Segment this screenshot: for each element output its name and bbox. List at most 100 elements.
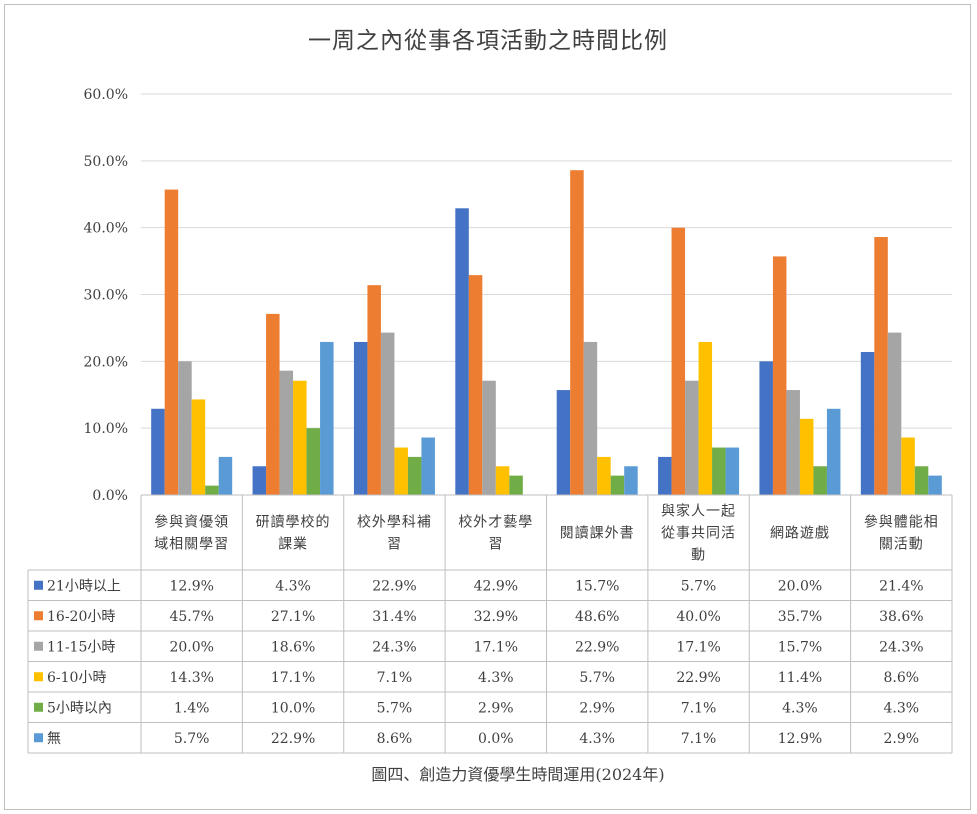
bar <box>658 456 672 495</box>
y-tick-label: 10.0% <box>84 421 128 437</box>
bar <box>759 361 773 495</box>
data-label: 8.6% <box>884 670 920 686</box>
data-label: 2.9% <box>478 700 514 716</box>
data-label: 24.3% <box>879 639 923 655</box>
data-label: 7.1% <box>377 670 413 686</box>
bar <box>610 475 625 495</box>
data-label: 2.9% <box>884 731 920 747</box>
x-category-label: 與家人一起 <box>661 503 736 520</box>
legend-label: 21小時以上 <box>47 578 121 594</box>
bar <box>556 390 571 495</box>
legend-swatch <box>34 672 43 682</box>
legend-label: 6-10小時 <box>47 670 106 686</box>
bar <box>164 189 179 496</box>
data-label: 1.4% <box>174 700 210 716</box>
legend-swatch <box>34 702 43 712</box>
bar <box>928 475 942 495</box>
x-category-label: 網路遊戲 <box>770 526 830 542</box>
x-category-label: 關活動 <box>879 537 924 553</box>
bar <box>570 170 584 495</box>
bar <box>468 275 483 495</box>
y-tick-label: 60.0% <box>84 87 128 103</box>
bar <box>685 380 699 495</box>
data-label: 7.1% <box>681 700 717 716</box>
bar <box>455 208 469 495</box>
legend-label: 16-20小時 <box>47 609 115 625</box>
bar <box>509 475 523 495</box>
legend-label: 5小時以內 <box>47 700 112 716</box>
data-label: 2.9% <box>579 700 615 716</box>
bar <box>306 428 321 495</box>
data-label: 12.9% <box>169 578 213 594</box>
bar <box>826 408 841 495</box>
legend-swatch <box>34 641 43 651</box>
data-label: 45.7% <box>169 609 213 625</box>
data-label: 27.1% <box>271 609 315 625</box>
data-label: 7.1% <box>681 731 717 747</box>
chart-title: 一周之內從事各項活動之時間比例 <box>308 28 668 54</box>
grid-layer: 0.0% 10.0% 20.0% 30.0% 40.0% 50.0% 60.0% <box>84 87 952 504</box>
bar <box>151 408 165 495</box>
data-label: 22.9% <box>676 670 720 686</box>
data-label: 42.9% <box>474 578 518 594</box>
bar <box>887 332 902 495</box>
data-label: 4.3% <box>275 578 311 594</box>
bar <box>293 380 307 495</box>
bar <box>772 256 787 495</box>
legend-label: 11-15小時 <box>47 639 115 655</box>
bar <box>860 351 875 495</box>
data-label: 5.7% <box>377 700 413 716</box>
x-category-label: 參與資優領 <box>154 514 229 531</box>
chart-caption: 圖四、創造力資優學生時間運用(2024年) <box>371 765 664 784</box>
bar <box>597 456 611 495</box>
x-category-label: 從事共同活 <box>661 526 736 542</box>
x-category-label: 研讀學校的 <box>256 514 331 531</box>
data-label: 5.7% <box>174 731 210 747</box>
data-label: 31.4% <box>372 609 416 625</box>
bar <box>874 237 888 496</box>
x-category-label: 閱讀課外書 <box>560 526 635 542</box>
x-category-label: 習 <box>387 537 402 553</box>
data-label: 22.9% <box>372 578 416 594</box>
bar <box>218 456 233 495</box>
x-category-label: 校外學科補 <box>357 514 432 531</box>
bar <box>725 447 740 495</box>
data-label: 12.9% <box>778 731 822 747</box>
data-label: 22.9% <box>575 639 619 655</box>
data-label: 22.9% <box>271 731 315 747</box>
bar <box>624 466 638 495</box>
data-label: 21.4% <box>879 578 923 594</box>
bar <box>320 341 334 495</box>
x-category-label: 動 <box>691 548 706 564</box>
legend-swatch <box>34 611 43 621</box>
x-category-label: 習 <box>488 537 503 553</box>
x-category-label: 校外才藝學 <box>458 514 533 531</box>
bars-layer <box>151 170 942 496</box>
data-label: 17.1% <box>271 670 315 686</box>
bar <box>178 361 192 495</box>
data-label: 11.4% <box>778 670 822 686</box>
data-label: 5.7% <box>681 578 717 594</box>
bar <box>380 332 395 495</box>
y-tick-label: 20.0% <box>84 354 128 370</box>
bar <box>901 437 915 495</box>
data-label: 40.0% <box>676 609 720 625</box>
data-label: 4.3% <box>884 700 920 716</box>
bar <box>799 418 814 495</box>
data-label: 17.1% <box>676 639 720 655</box>
data-label: 35.7% <box>778 609 822 625</box>
bar <box>191 399 206 495</box>
legend-swatch <box>34 733 43 743</box>
bar <box>813 466 827 495</box>
bar <box>786 390 800 495</box>
data-label: 15.7% <box>575 578 619 594</box>
data-label: 20.0% <box>169 639 213 655</box>
bar <box>712 447 726 495</box>
bar <box>252 466 267 495</box>
bar <box>495 466 510 495</box>
bar <box>353 341 368 495</box>
bar <box>407 456 422 495</box>
data-label: 0.0% <box>478 731 514 747</box>
bar <box>266 313 280 495</box>
